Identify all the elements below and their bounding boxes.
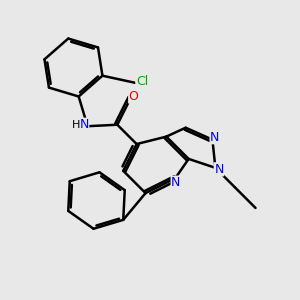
Text: N: N: [171, 176, 181, 189]
Text: N: N: [210, 131, 220, 144]
Text: N: N: [214, 163, 224, 176]
Text: Cl: Cl: [136, 75, 148, 88]
Text: N: N: [79, 118, 89, 131]
Text: H: H: [72, 120, 80, 130]
Text: O: O: [129, 90, 139, 103]
